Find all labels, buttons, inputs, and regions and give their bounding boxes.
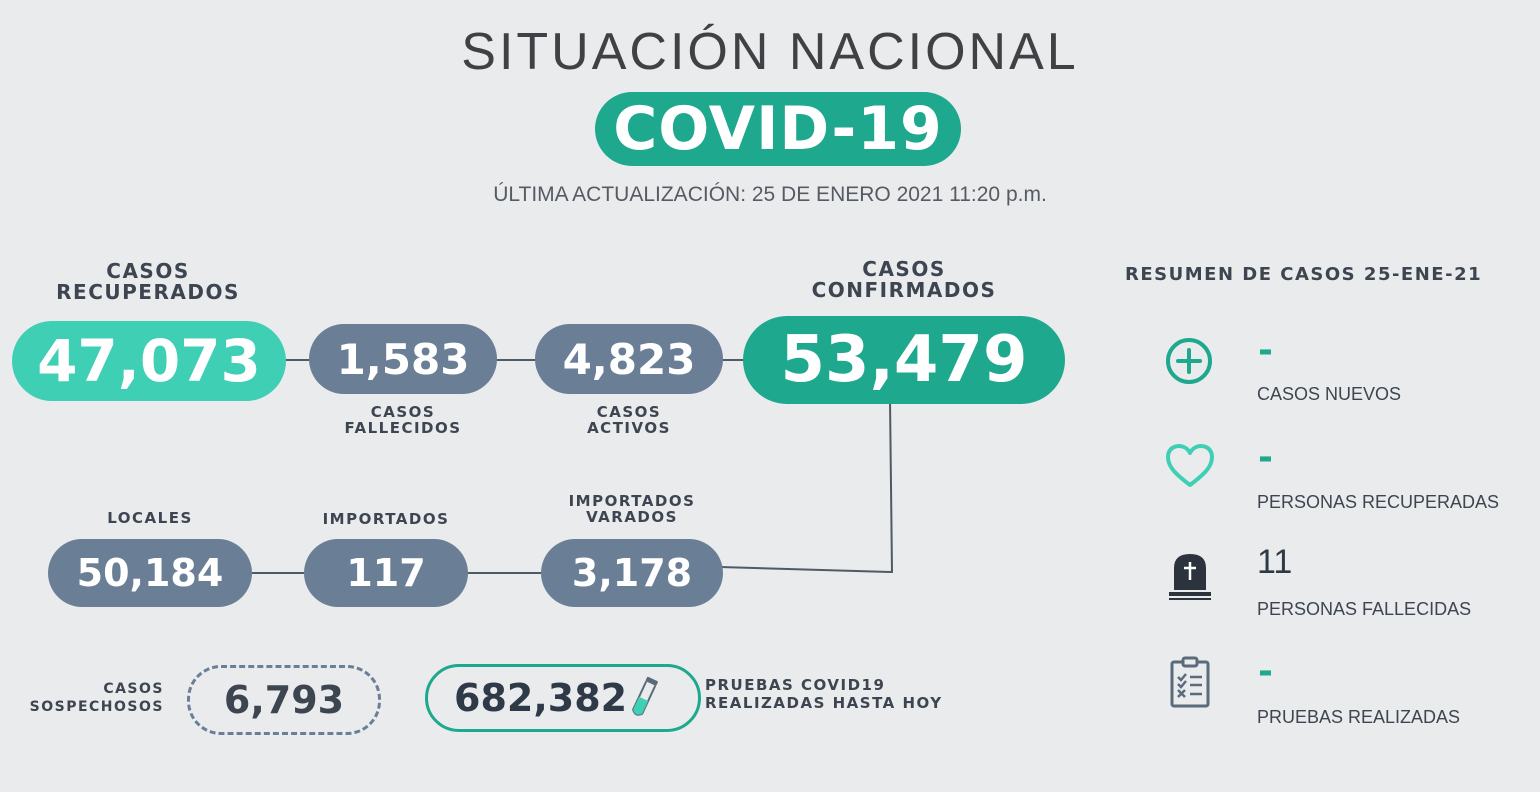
connector-line xyxy=(495,359,539,361)
sospechosos-label: CASOS SOSPECHOSOS xyxy=(29,681,164,715)
connector-line xyxy=(720,359,746,361)
page-title: SITUACIÓN NACIONAL xyxy=(461,23,1079,81)
pruebas-value: 682,382 xyxy=(454,676,628,720)
activos-label: CASOS ACTIVOS xyxy=(587,403,671,437)
personas-fallecidas-value: 11 xyxy=(1257,543,1293,581)
tombstone-icon xyxy=(1169,554,1211,600)
sospechosos-value: 6,793 xyxy=(187,665,381,735)
pruebas-pill: 682,382 xyxy=(425,664,701,732)
varados-label: IMPORTADOS VARADOS xyxy=(568,492,696,526)
importados-label: IMPORTADOS xyxy=(322,510,450,528)
heart-icon xyxy=(1166,444,1214,487)
clipboard-checklist-icon xyxy=(1170,656,1210,708)
casos-nuevos-label: CASOS NUEVOS xyxy=(1257,384,1402,404)
pruebas-realizadas-label: PRUEBAS REALIZADAS xyxy=(1257,707,1461,727)
plus-circle-icon xyxy=(1166,338,1212,384)
connector-line xyxy=(284,359,314,361)
locales-label: LOCALES xyxy=(107,509,193,527)
importados-value: 117 xyxy=(304,539,468,607)
test-tube-icon xyxy=(632,676,659,716)
activos-value: 4,823 xyxy=(535,324,723,394)
locales-value: 50,184 xyxy=(48,539,252,607)
varados-value: 3,178 xyxy=(541,539,723,607)
fallecidos-label: CASOS FALLECIDOS xyxy=(344,403,462,437)
confirmados-label: CASOS CONFIRMADOS xyxy=(811,257,997,302)
personas-recuperadas-value: - xyxy=(1258,437,1273,478)
recuperados-label: CASOS RECUPERADOS xyxy=(56,259,240,304)
last-updated: ÚLTIMA ACTUALIZACIÓN: 25 DE ENERO 2021 1… xyxy=(493,183,1047,206)
recuperados-value: 47,073 xyxy=(12,321,286,401)
covid-badge: COVID-19 xyxy=(595,92,961,166)
resumen-title: RESUMEN DE CASOS 25-ENE-21 xyxy=(1125,264,1483,285)
pruebas-realizadas-value: - xyxy=(1258,651,1273,692)
fallecidos-value: 1,583 xyxy=(309,324,497,394)
casos-nuevos-value: - xyxy=(1258,330,1273,371)
confirmados-value: 53,479 xyxy=(743,316,1065,404)
personas-recuperadas-label: PERSONAS RECUPERADAS xyxy=(1257,492,1500,512)
pruebas-label: PRUEBAS COVID19 REALIZADAS HASTA HOY xyxy=(705,676,943,712)
personas-fallecidas-label: PERSONAS FALLECIDAS xyxy=(1257,599,1472,619)
